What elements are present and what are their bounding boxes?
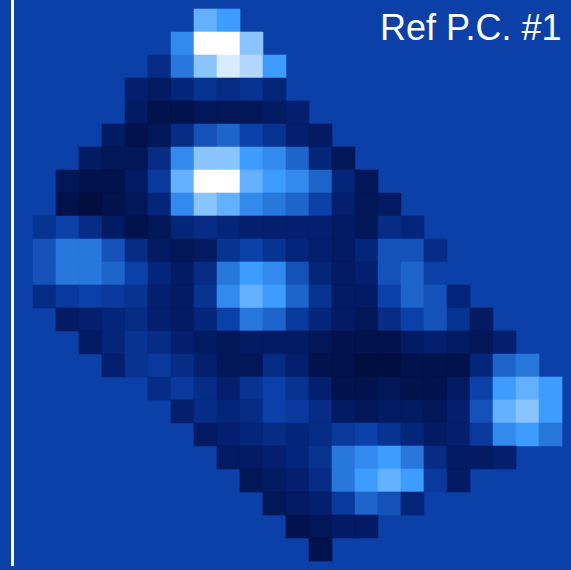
svg-text:Ref P.C. #1: Ref P.C. #1 bbox=[380, 7, 561, 48]
